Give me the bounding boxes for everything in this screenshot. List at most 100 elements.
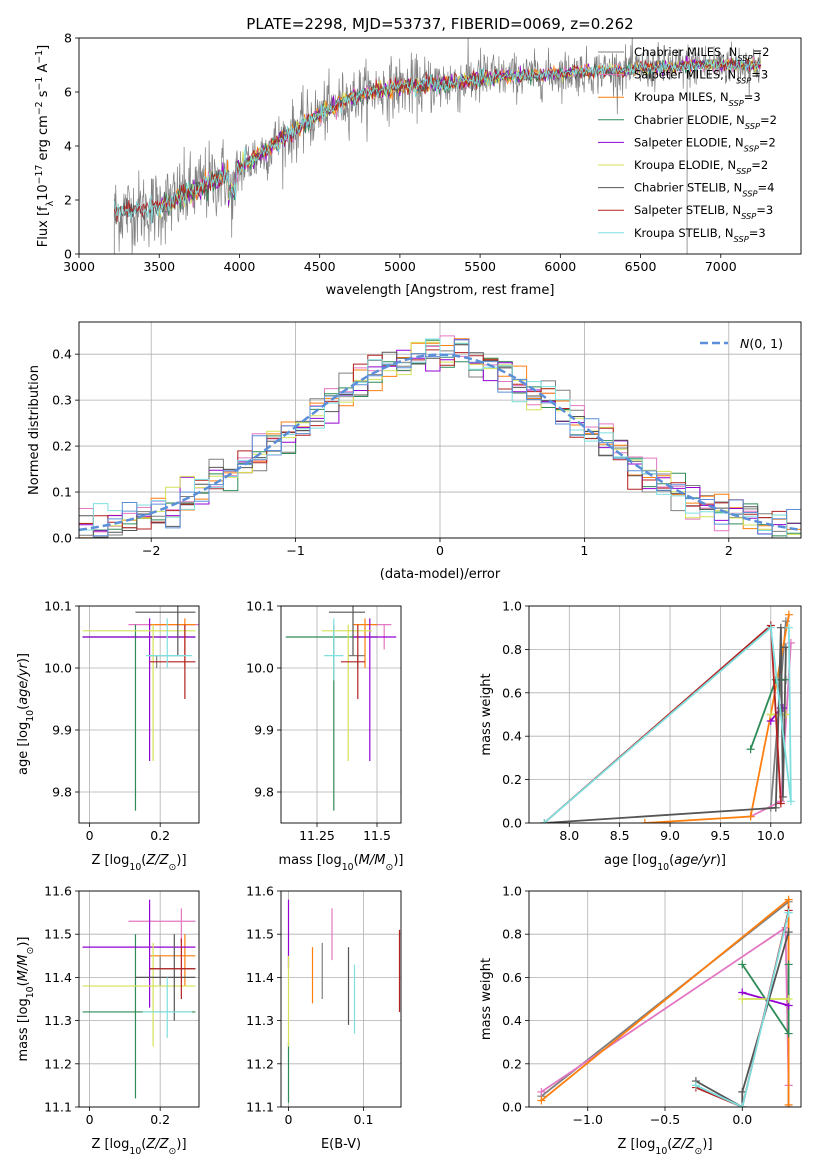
- x-tick-label: −1: [286, 543, 304, 558]
- weight-marker: [640, 819, 649, 823]
- y-tick-label: 11.6: [44, 884, 72, 899]
- y-tick-label: 9.8: [254, 785, 274, 800]
- y-tick-label: 11.3: [44, 1013, 72, 1028]
- weight-marker: [738, 960, 747, 969]
- plot-area: [287, 899, 401, 1103]
- weight-marker: [746, 745, 755, 754]
- x-tick-label: 0.2: [150, 1112, 170, 1127]
- x-tick-label: 5000: [384, 259, 416, 274]
- y-axis-label: mass weight: [479, 673, 494, 755]
- weight-marker: [738, 995, 747, 1003]
- x-tick-label: 6500: [625, 259, 657, 274]
- axes-spectrum: 3000 3500 4000 4500 5000 5500 6000 6500 7000 0 2 4 6…: [34, 31, 802, 298]
- legend-label: Kroupa STELIB, NSSP=3: [634, 226, 766, 244]
- y-tick-label: 11.2: [44, 1056, 72, 1071]
- plot-area: [79, 335, 801, 538]
- plot-area: [285, 606, 397, 811]
- legend-label: Chabrier STELIB, NSSP=4: [634, 181, 774, 199]
- x-tick-label: −2: [142, 543, 160, 558]
- y-tick-label: 0.2: [52, 439, 72, 454]
- x-tick-label: 1: [580, 543, 588, 558]
- weight-line: [695, 912, 790, 1107]
- weight-line: [544, 627, 787, 823]
- y-tick-label: 10.1: [246, 599, 274, 614]
- y-tick-label: 11.1: [44, 1100, 72, 1115]
- x-tick-label: −1.0: [573, 1112, 603, 1127]
- x-tick-label: 0.0: [732, 1112, 752, 1127]
- y-tick-label: 10.0: [44, 661, 72, 676]
- x-axis-label: E(B-V): [321, 1137, 361, 1152]
- x-tick-label: 11.25: [299, 828, 335, 843]
- x-tick-label: 8.5: [610, 828, 630, 843]
- x-tick-label: 4500: [304, 259, 336, 274]
- normal-curve: [79, 353, 801, 532]
- x-tick-label: 9.0: [660, 828, 680, 843]
- x-axis-label: Z [log10(Z/Z⊙)]: [91, 853, 186, 873]
- y-tick-label: 0.6: [502, 970, 522, 985]
- weight-marker: [738, 1103, 747, 1107]
- axes-age-weight: 8.0 8.5 9.0 9.5 10.0 0.0 0.2 0.4 0.6 0.8 1.0 age [l…: [479, 599, 802, 873]
- x-tick-label: 0: [86, 1112, 94, 1127]
- legend-label: N(0, 1): [740, 336, 783, 351]
- weight-marker: [771, 803, 780, 812]
- y-tick-label: 0.0: [52, 531, 72, 546]
- weight-marker: [784, 960, 793, 969]
- x-tick-label: 5500: [464, 259, 496, 274]
- axes-z-age: 0 0.2 9.8 9.9 10.0 10.1 Z [log10(Z/Z⊙)] age [lo…: [16, 599, 200, 873]
- weight-marker: [776, 623, 785, 632]
- weight-marker: [766, 623, 775, 632]
- y-tick-label: 11.1: [246, 1100, 274, 1115]
- x-tick-label: 0.1: [354, 1112, 374, 1127]
- y-tick-label: 8: [64, 31, 72, 46]
- y-tick-label: 11.3: [246, 1013, 274, 1028]
- spectrum-model-line: [113, 55, 761, 225]
- y-tick-label: 9.9: [52, 723, 72, 738]
- y-tick-label: 11.4: [246, 970, 274, 985]
- y-tick-label: 2: [64, 193, 72, 208]
- legend-label: Kroupa MILES, NSSP=3: [634, 90, 761, 108]
- x-tick-label: 6000: [544, 259, 576, 274]
- axes-z-mass: 0 0.2 11.1 11.2 11.3 11.4 11.5 11.6 Z [log10(Z/Z…: [16, 884, 200, 1157]
- legend-label: Salpeter STELIB, NSSP=3: [634, 203, 773, 221]
- y-tick-label: 0.2: [502, 1056, 522, 1071]
- x-axis-label: age [log10(age/yr)]: [604, 853, 726, 873]
- plot-area: [82, 899, 196, 1099]
- axes-frame: [78, 605, 200, 824]
- weight-marker: [776, 799, 785, 808]
- y-tick-label: 11.2: [246, 1056, 274, 1071]
- x-tick-label: 0.2: [150, 828, 170, 843]
- y-axis-label: Flux [fλ10−17 erg cm−2 s−1 A−1]: [34, 45, 56, 247]
- legend-label: Salpeter MILES, NSSP=3: [634, 68, 768, 86]
- axes-frame: [528, 605, 802, 824]
- plot-area: [540, 610, 795, 823]
- x-tick-label: 3500: [143, 259, 175, 274]
- y-tick-label: 0.0: [502, 816, 522, 831]
- plot-layer: 3000 3500 4000 4500 5000 5500 6000 6500 70000246…: [16, 31, 802, 1157]
- weight-marker: [746, 812, 755, 821]
- weight-marker: [786, 797, 795, 806]
- axes-frame: [78, 890, 200, 1108]
- weight-line: [543, 625, 792, 823]
- y-tick-label: 0.4: [502, 729, 522, 744]
- y-tick-label: 0.0: [502, 1100, 522, 1115]
- weight-marker: [786, 638, 795, 647]
- axes-residuals: −2 −1 0 1 2 0.0 0.1 0.2 0.3 0.4 (data-model)/error…: [27, 321, 802, 582]
- spectrum-model-line: [113, 57, 761, 224]
- x-tick-label: 0: [436, 543, 444, 558]
- y-tick-label: 0.6: [502, 685, 522, 700]
- y-tick-label: 4: [64, 139, 72, 154]
- y-tick-label: 0.4: [502, 1013, 522, 1028]
- weight-marker: [784, 623, 793, 632]
- x-tick-label: 10.0: [757, 828, 785, 843]
- x-tick-label: 7000: [705, 259, 737, 274]
- y-tick-label: 0.8: [502, 927, 522, 942]
- weight-marker: [784, 1100, 793, 1107]
- weight-marker: [784, 895, 793, 904]
- x-axis-label: mass [log10(M/M⊙)]: [279, 853, 404, 873]
- x-tick-label: 8.0: [559, 828, 579, 843]
- y-tick-label: 9.9: [254, 723, 274, 738]
- plot-area: [113, 38, 762, 254]
- y-tick-label: 0.4: [52, 347, 72, 362]
- y-tick-label: 11.5: [246, 927, 274, 942]
